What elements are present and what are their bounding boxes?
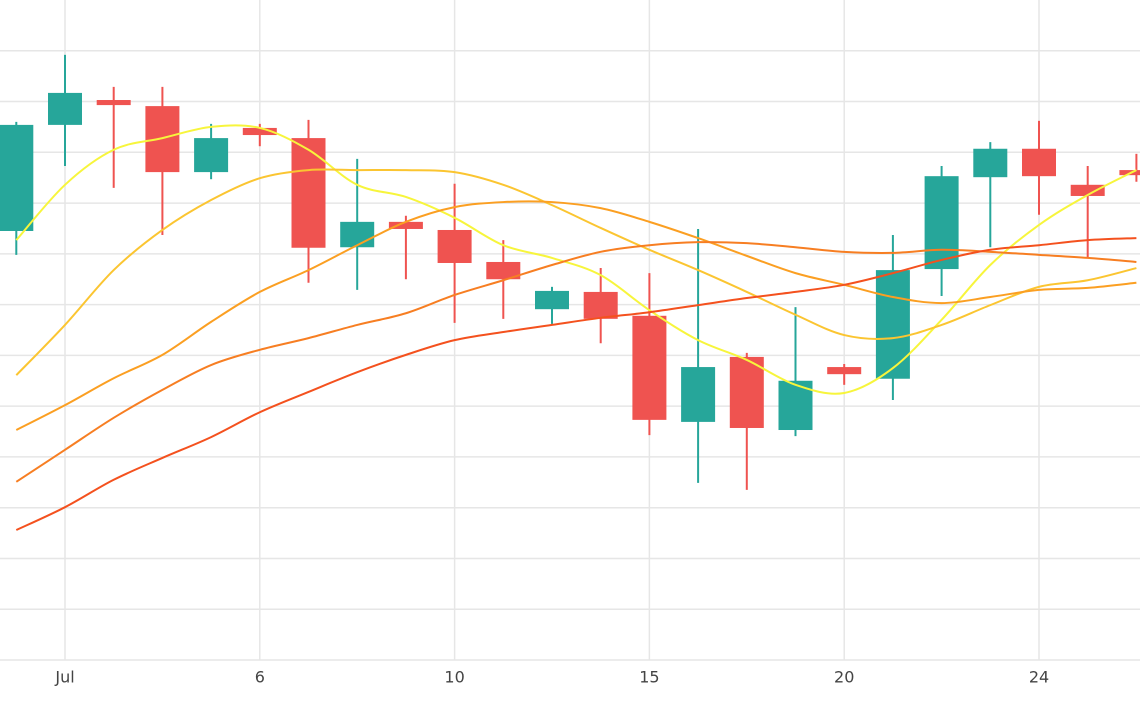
- candle-body: [388, 221, 423, 229]
- candle-body: [875, 270, 910, 379]
- x-tick-label: 6: [255, 668, 265, 687]
- moving-average-line: [15, 200, 1137, 431]
- candle-body: [535, 290, 569, 310]
- candle-body: [291, 138, 326, 248]
- candle-body: [0, 124, 34, 231]
- x-tick-label: 15: [639, 668, 659, 687]
- grid: [0, 0, 1140, 661]
- moving-average-line: [15, 124, 1137, 395]
- x-tick-label: 20: [834, 668, 854, 687]
- moving-average-line: [15, 241, 1137, 483]
- x-tick-label: 10: [444, 668, 464, 687]
- candle-body: [1022, 148, 1056, 177]
- candle-body: [242, 127, 277, 136]
- plot-area: [0, 54, 1140, 531]
- candle-body: [48, 92, 82, 125]
- candle-body: [632, 315, 667, 420]
- x-tick-label: Jul: [54, 668, 74, 687]
- candle-body: [973, 148, 1008, 178]
- candle-body: [681, 367, 716, 422]
- moving-average-line: [15, 168, 1137, 376]
- candle-body: [827, 367, 862, 375]
- candle-body: [924, 176, 959, 270]
- candle-body: [437, 229, 472, 263]
- candle-body: [194, 138, 229, 173]
- candle-body: [583, 291, 618, 319]
- candle-body: [1070, 184, 1105, 196]
- candle-body: [486, 261, 521, 280]
- candle-body: [340, 221, 375, 248]
- candle-body: [729, 356, 764, 428]
- candle-body: [96, 100, 131, 106]
- x-axis: Jul 6 10 15 20 24: [54, 668, 1049, 687]
- x-tick-label: 24: [1029, 668, 1049, 687]
- moving-average-line: [15, 237, 1137, 531]
